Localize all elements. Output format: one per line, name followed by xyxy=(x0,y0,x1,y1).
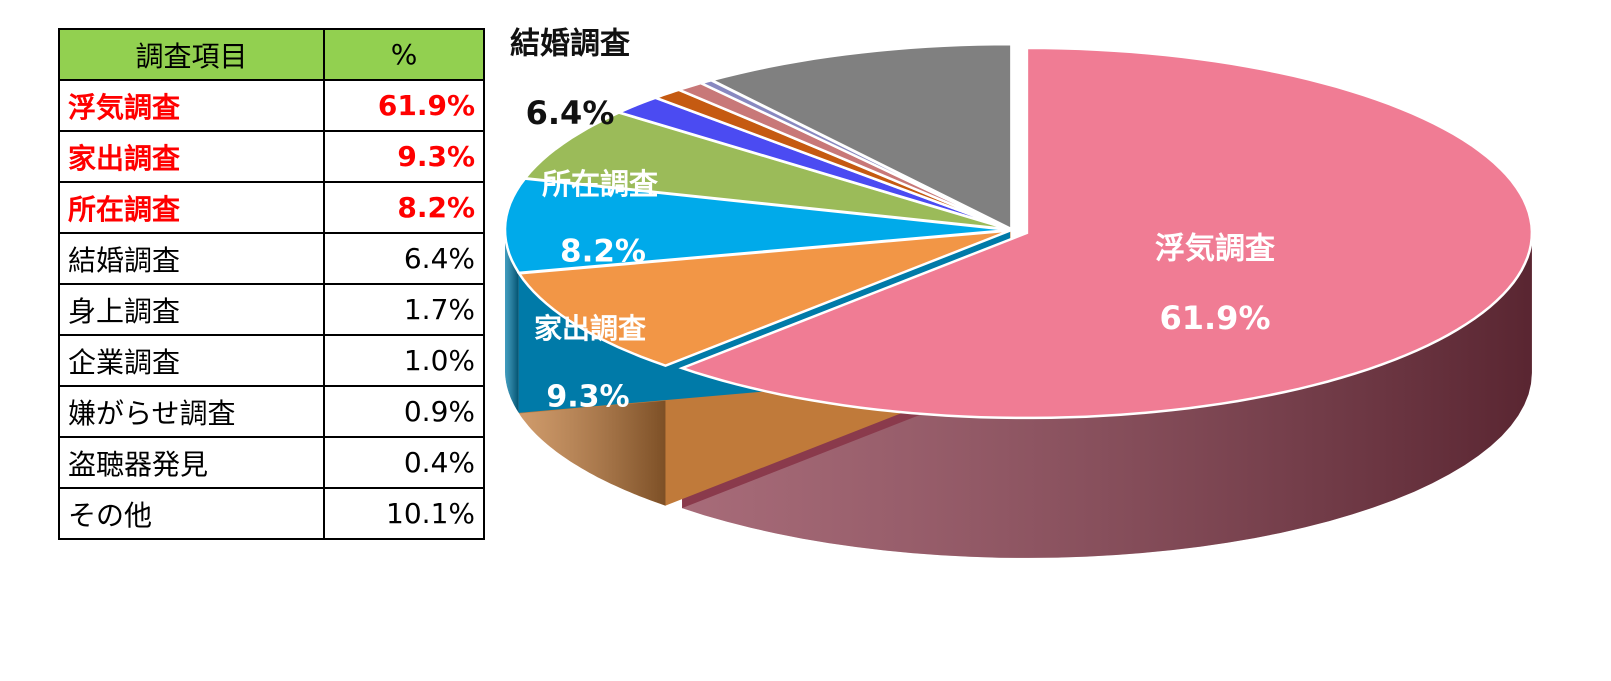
table-row: 所在調査 8.2% xyxy=(58,181,485,234)
table-cell-percent: 1.7% xyxy=(323,283,485,336)
table-cell-item: 所在調査 xyxy=(58,181,325,234)
pie-slice-3 xyxy=(503,177,1011,275)
data-table: 調査項目 % 浮気調査 61.9% 家出調査 9.3% 所在調査 8.2% 結婚調査 6.4%… xyxy=(58,28,485,540)
data-label-name: 浮気調査 xyxy=(1155,232,1275,267)
pie-slice-side xyxy=(505,230,519,413)
table-cell-item: 企業調査 xyxy=(58,334,325,387)
table-cell-percent: 61.9% xyxy=(323,79,485,132)
pie-slice-5 xyxy=(615,96,1011,231)
table-cell-percent: 0.9% xyxy=(323,385,485,438)
table-row: 企業調査 1.0% xyxy=(58,334,485,387)
data-label-name: 結婚調査 xyxy=(510,27,630,62)
table-header-row: 調査項目 % xyxy=(58,28,485,81)
table-cell-item: 盗聴器発見 xyxy=(58,436,325,489)
table-row: 浮気調査 61.9% xyxy=(58,79,485,132)
data-label-value: 6.4% xyxy=(526,94,615,132)
table-cell-percent: 8.2% xyxy=(323,181,485,234)
table-cell-percent: 9.3% xyxy=(323,130,485,183)
table-header-item: 調査項目 xyxy=(58,28,325,81)
pie-slice-1 xyxy=(678,46,1534,420)
pie-slice-2 xyxy=(516,229,1011,368)
pie-labels: 浮気調査 61.9% 家出調査 9.3% 所在調査 8.2% 結婚調査 6.4% xyxy=(510,27,1275,415)
pie-slices xyxy=(503,42,1534,558)
data-label-value: 8.2% xyxy=(560,234,646,270)
pie-slice-9 xyxy=(708,42,1013,232)
table-cell-item: 浮気調査 xyxy=(58,79,325,132)
table-row: 身上調査 1.7% xyxy=(58,283,485,336)
table-cell-item: 身上調査 xyxy=(58,283,325,336)
table-cell-percent: 6.4% xyxy=(323,232,485,285)
pie-slice-4 xyxy=(522,111,1011,231)
data-label-value: 61.9% xyxy=(1159,299,1270,337)
table-row: その他 10.1% xyxy=(58,487,485,540)
data-label-name: 家出調査 xyxy=(534,312,646,345)
table-row: 嫌がらせ調査 0.9% xyxy=(58,385,485,438)
table-header-percent: % xyxy=(323,28,485,81)
table-cell-item: 結婚調査 xyxy=(58,232,325,285)
table-cell-percent: 10.1% xyxy=(323,487,485,540)
data-label-value: 9.3% xyxy=(546,380,629,415)
table-cell-percent: 0.4% xyxy=(323,436,485,489)
pie-slice-side xyxy=(682,232,1532,558)
table-row: 家出調査 9.3% xyxy=(58,130,485,183)
data-label-name: 所在調査 xyxy=(542,167,658,201)
table-cell-item: 家出調査 xyxy=(58,130,325,183)
table-body: 浮気調査 61.9% 家出調査 9.3% 所在調査 8.2% 結婚調査 6.4% 身上調査 1.7… xyxy=(58,79,485,540)
table-cell-item: 嫌がらせ調査 xyxy=(58,385,325,438)
table-row: 結婚調査 6.4% xyxy=(58,232,485,285)
table-row: 盗聴器発見 0.4% xyxy=(58,436,485,489)
table-cell-percent: 1.0% xyxy=(323,334,485,387)
table-cell-item: その他 xyxy=(58,487,325,540)
